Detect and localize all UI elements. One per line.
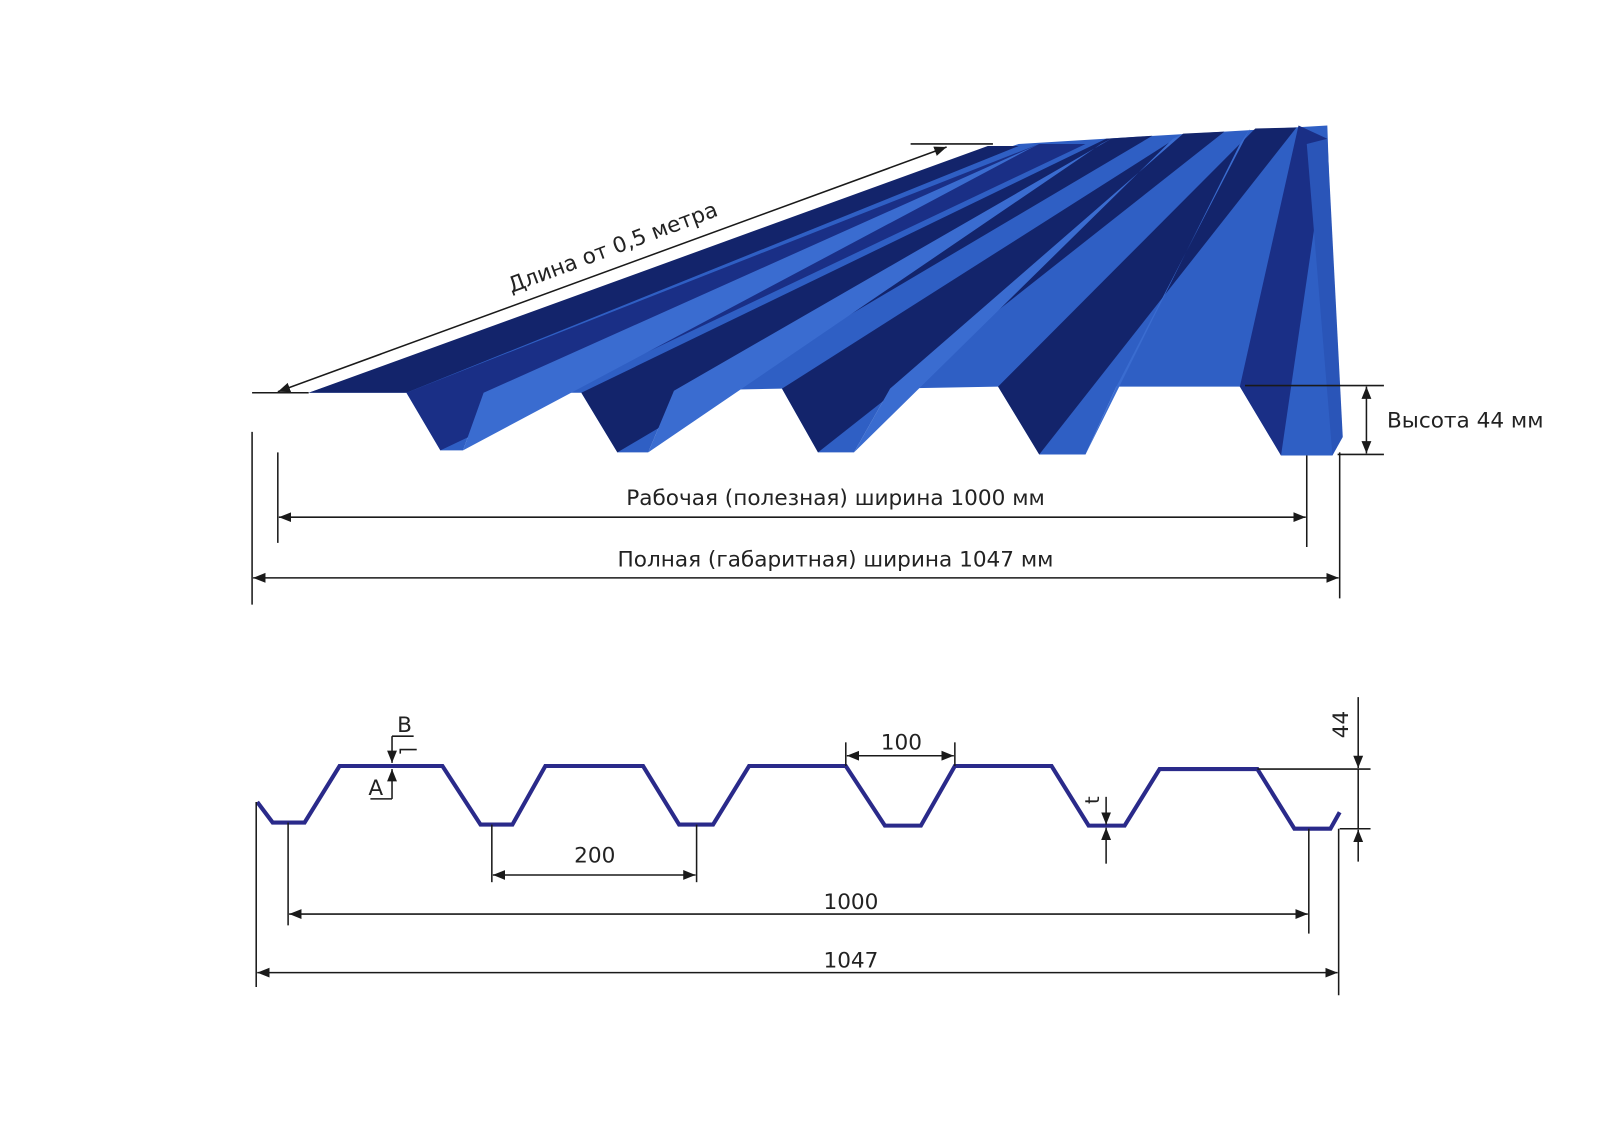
thickness-label: t <box>1081 796 1104 804</box>
full-width-label: Полная (габаритная) ширина 1047 мм <box>618 548 1054 573</box>
sheet-dark-face-5 <box>998 127 1297 455</box>
full-width-value: 1047 <box>823 949 878 974</box>
label-b: B <box>397 713 412 738</box>
profile-section-line <box>255 763 1342 831</box>
sheet-dark-face-6 <box>1239 125 1328 456</box>
sheet-3d-illustration <box>252 125 1343 456</box>
working-width-label: Рабочая (полезная) ширина 1000 мм <box>626 486 1045 511</box>
rib-top-width-label: 100 <box>881 731 922 756</box>
height-label: Высота 44 мм <box>1387 409 1543 434</box>
working-width-value: 1000 <box>823 890 878 915</box>
pitch-label: 200 <box>574 844 615 869</box>
sheet-dimensions <box>251 143 1384 605</box>
height-value: 44 <box>1329 711 1354 738</box>
label-a: A <box>368 776 383 801</box>
profile-dimensions <box>255 697 1371 996</box>
sheet-edge-rib <box>1306 138 1343 456</box>
